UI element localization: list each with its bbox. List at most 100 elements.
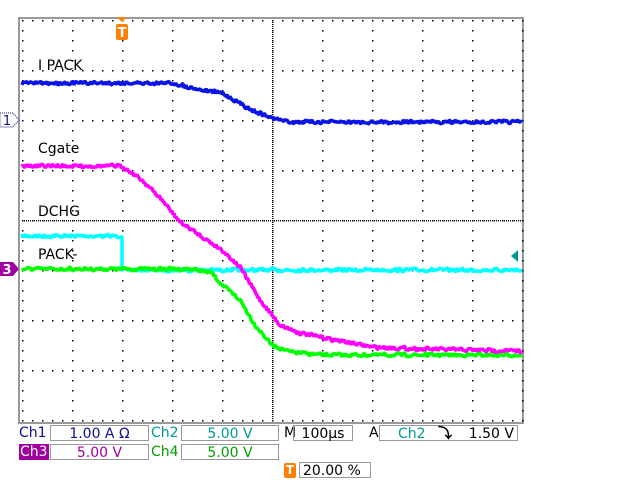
ch1-scale[interactable]: 1.00 A Ω [50, 425, 149, 442]
grid-dot [322, 180, 324, 182]
center-tick [194, 220, 195, 222]
grid-dot [72, 350, 74, 352]
center-tick [272, 326, 274, 327]
center-tick [294, 220, 295, 222]
center-tick [272, 310, 274, 311]
grid-dot [212, 70, 214, 72]
grid-dot [402, 420, 404, 422]
grid-dot [192, 320, 194, 322]
trigger-settings[interactable]: Ch2 ⤵ 1.50 V [379, 425, 518, 442]
grid-dot [322, 150, 324, 152]
center-tick [80, 220, 81, 222]
grid-dot [162, 20, 164, 22]
ch2-label[interactable]: Ch2 [151, 425, 179, 441]
ch4-scale[interactable]: 5.00 V [181, 444, 279, 461]
grid-dot [122, 120, 124, 122]
grid-dot [422, 60, 424, 62]
center-tick [272, 234, 274, 235]
grid-dot [222, 160, 224, 162]
center-tick [272, 24, 274, 25]
center-tick [478, 220, 479, 222]
grid-dot [172, 90, 174, 92]
ch1-label[interactable]: Ch1 [19, 425, 47, 441]
center-tick [192, 220, 193, 222]
center-tick [378, 220, 379, 222]
center-tick [162, 220, 163, 222]
center-tick [272, 158, 274, 159]
center-tick [272, 106, 274, 107]
center-tick [436, 220, 437, 222]
grid-dot [502, 320, 504, 322]
grid-dot [32, 170, 34, 172]
center-tick [272, 340, 274, 341]
grid-dot [132, 120, 134, 122]
center-tick [218, 220, 219, 222]
grid-dot [122, 420, 124, 422]
center-tick [140, 220, 141, 222]
center-tick [522, 220, 523, 222]
center-tick [286, 220, 287, 222]
timebase-value[interactable]: 100µs [293, 425, 353, 442]
center-tick [100, 220, 101, 222]
center-tick [130, 220, 131, 222]
grid-dot [22, 110, 24, 112]
center-tick [272, 110, 274, 111]
trigger-position-marker[interactable]: T [116, 17, 128, 41]
center-tick [272, 160, 274, 161]
grid-dot [522, 420, 524, 422]
trigger-level-marker[interactable] [511, 250, 518, 262]
ch3-scale[interactable]: 5.00 V [50, 444, 149, 461]
center-tick [188, 220, 189, 222]
grid-dot [472, 170, 474, 172]
grid-dot [372, 250, 374, 252]
center-tick [272, 260, 274, 261]
grid-dot [372, 380, 374, 382]
ch3-ground-marker[interactable]: 3 [0, 262, 19, 278]
grid-dot [322, 130, 324, 132]
center-tick [272, 382, 274, 383]
grid-dot [172, 350, 174, 352]
grid-dot [32, 120, 34, 122]
center-tick [366, 220, 367, 222]
ch1-ground-marker[interactable]: 1 [0, 112, 20, 129]
grid-dot [352, 420, 354, 422]
center-tick [164, 220, 165, 222]
grid-dot [202, 320, 204, 322]
grid-dot [322, 140, 324, 142]
grid-dot [452, 320, 454, 322]
grid-dot [362, 70, 364, 72]
grid-dot [472, 280, 474, 282]
center-tick [104, 220, 105, 222]
grid-dot [162, 370, 164, 372]
center-tick [272, 144, 274, 145]
center-tick [318, 220, 319, 222]
grid-dot [392, 20, 394, 22]
center-tick [382, 220, 383, 222]
grid-dot [522, 300, 524, 302]
grid-dot [522, 370, 524, 372]
center-tick [272, 26, 274, 27]
center-tick [266, 220, 267, 222]
center-tick [336, 220, 337, 222]
ch3-label[interactable]: Ch3 [19, 444, 49, 460]
center-tick [272, 300, 274, 301]
center-tick [346, 220, 347, 222]
center-tick [406, 220, 407, 222]
grid-dot [422, 200, 424, 202]
grid-dot [422, 140, 424, 142]
grid-dot [182, 20, 184, 22]
grid-dot [372, 20, 374, 22]
grid-dot [72, 110, 74, 112]
grid-dot [322, 230, 324, 232]
grid-dot [122, 50, 124, 52]
grid-dot [372, 200, 374, 202]
center-tick [404, 220, 405, 222]
trigger-position-value[interactable]: 20.00 % [299, 462, 371, 479]
grid-dot [442, 370, 444, 372]
center-tick [424, 220, 425, 222]
grid-dot [72, 180, 74, 182]
ch2-scale[interactable]: 5.00 V [181, 425, 279, 442]
grid-dot [142, 70, 144, 72]
ch4-label[interactable]: Ch4 [151, 444, 179, 460]
center-tick [26, 220, 27, 222]
